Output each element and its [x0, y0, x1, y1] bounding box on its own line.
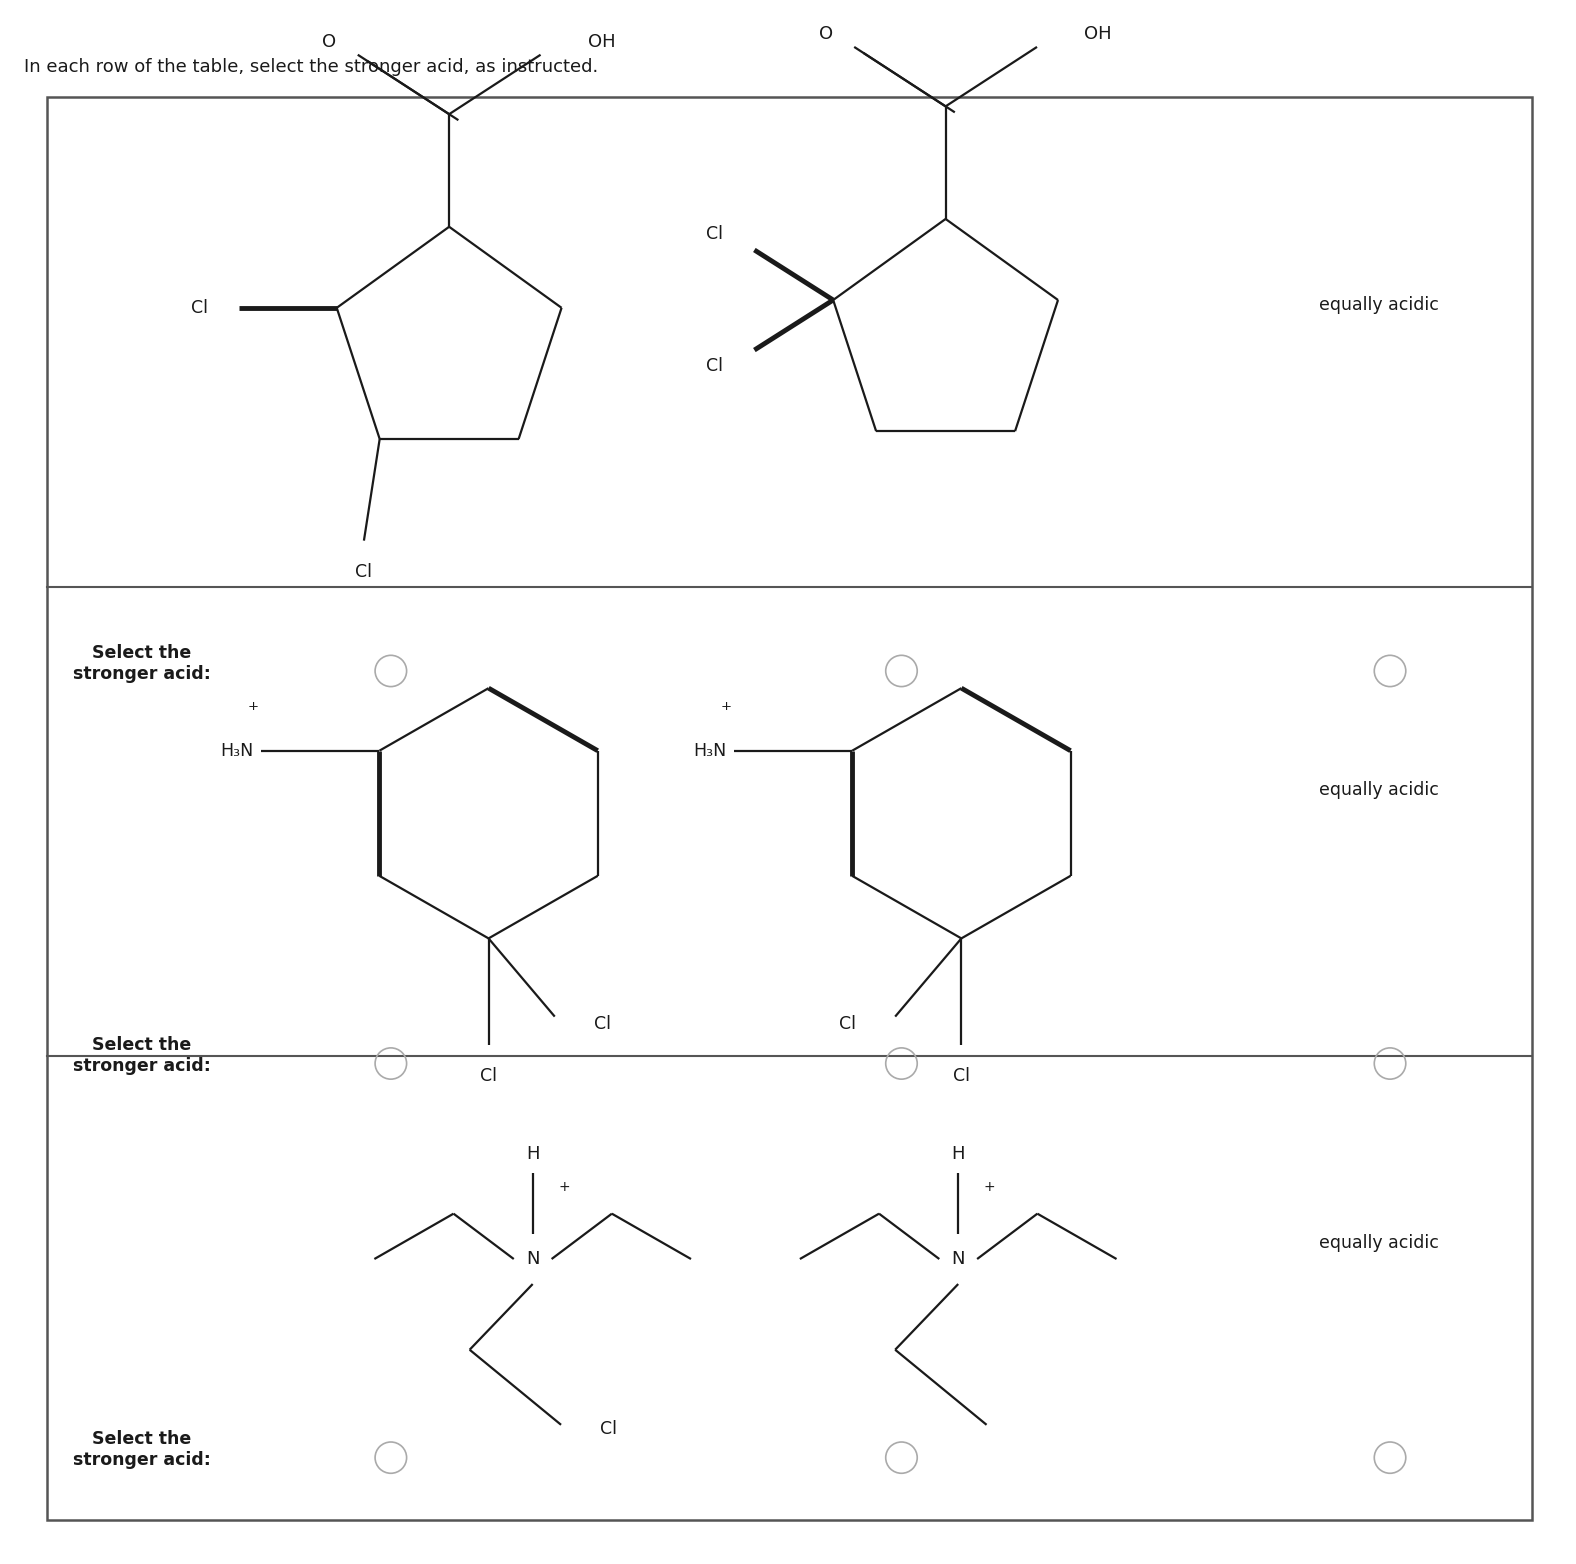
Text: Cl: Cl: [953, 1067, 969, 1085]
Text: Cl: Cl: [594, 1015, 611, 1034]
Text: +: +: [247, 701, 258, 713]
Text: H₃N: H₃N: [221, 741, 254, 760]
Text: equally acidic: equally acidic: [1319, 1234, 1439, 1253]
Text: O: O: [323, 33, 336, 52]
Text: Cl: Cl: [838, 1015, 856, 1034]
Text: Select the
stronger acid:: Select the stronger acid:: [72, 1431, 211, 1469]
Text: Select the
stronger acid:: Select the stronger acid:: [72, 644, 211, 682]
Text: Cl: Cl: [191, 299, 208, 317]
Text: +: +: [983, 1181, 996, 1193]
Text: H₃N: H₃N: [693, 741, 727, 760]
Text: Cl: Cl: [356, 563, 372, 580]
Text: equally acidic: equally acidic: [1319, 780, 1439, 799]
Text: In each row of the table, select the stronger acid, as instructed.: In each row of the table, select the str…: [24, 58, 597, 77]
Text: OH: OH: [1084, 25, 1113, 44]
Text: Cl: Cl: [600, 1420, 618, 1439]
Text: N: N: [526, 1250, 539, 1268]
Text: O: O: [820, 25, 832, 44]
Text: Cl: Cl: [706, 357, 723, 375]
Text: H: H: [526, 1145, 539, 1164]
Text: Cl: Cl: [481, 1067, 496, 1085]
Text: H: H: [952, 1145, 965, 1164]
Text: Cl: Cl: [706, 225, 723, 244]
Text: +: +: [720, 701, 731, 713]
Text: +: +: [558, 1181, 571, 1193]
Text: N: N: [952, 1250, 965, 1268]
Text: equally acidic: equally acidic: [1319, 296, 1439, 314]
FancyBboxPatch shape: [47, 97, 1532, 1520]
Text: Select the
stronger acid:: Select the stronger acid:: [72, 1037, 211, 1074]
Text: OH: OH: [588, 33, 616, 52]
